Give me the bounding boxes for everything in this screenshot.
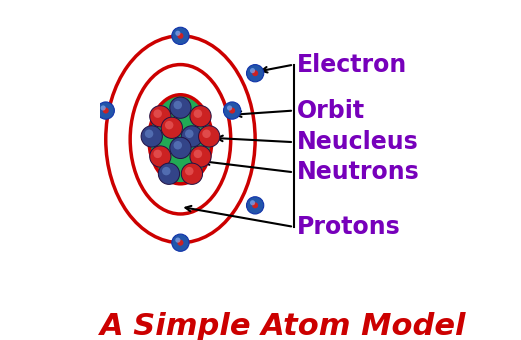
Text: Neucleus: Neucleus xyxy=(297,130,419,154)
Circle shape xyxy=(190,106,211,127)
Circle shape xyxy=(178,33,183,39)
Circle shape xyxy=(170,137,191,158)
Circle shape xyxy=(150,146,171,167)
Circle shape xyxy=(97,102,115,119)
Text: Orbit: Orbit xyxy=(297,99,366,122)
Circle shape xyxy=(161,117,182,138)
Circle shape xyxy=(170,97,191,118)
Circle shape xyxy=(101,105,106,111)
Circle shape xyxy=(165,121,173,130)
Circle shape xyxy=(173,101,182,109)
Text: A Simple Atom Model: A Simple Atom Model xyxy=(100,312,466,340)
Circle shape xyxy=(175,31,180,36)
Circle shape xyxy=(246,197,264,214)
Circle shape xyxy=(250,68,255,73)
Circle shape xyxy=(185,167,193,175)
Circle shape xyxy=(190,146,211,167)
Circle shape xyxy=(199,126,220,147)
Text: Neutrons: Neutrons xyxy=(297,160,420,184)
Circle shape xyxy=(229,107,235,114)
Circle shape xyxy=(181,163,203,184)
Circle shape xyxy=(103,107,109,114)
Circle shape xyxy=(185,130,193,138)
Circle shape xyxy=(250,200,255,205)
Circle shape xyxy=(150,106,171,127)
Circle shape xyxy=(252,70,258,76)
Text: Electron: Electron xyxy=(297,53,407,76)
Circle shape xyxy=(175,238,180,243)
Circle shape xyxy=(153,150,162,158)
Circle shape xyxy=(172,27,189,45)
Text: Protons: Protons xyxy=(297,215,401,239)
Circle shape xyxy=(173,141,182,150)
Circle shape xyxy=(194,150,202,158)
Circle shape xyxy=(141,126,163,147)
Circle shape xyxy=(224,102,241,119)
Circle shape xyxy=(194,109,202,118)
Circle shape xyxy=(246,65,264,82)
Circle shape xyxy=(227,105,232,111)
Circle shape xyxy=(162,167,170,175)
Circle shape xyxy=(153,109,162,118)
Circle shape xyxy=(158,163,180,184)
Circle shape xyxy=(252,202,258,208)
Circle shape xyxy=(178,240,183,246)
Circle shape xyxy=(145,130,153,138)
Circle shape xyxy=(181,126,203,147)
Ellipse shape xyxy=(149,95,212,184)
Circle shape xyxy=(172,234,189,251)
Circle shape xyxy=(202,130,211,138)
